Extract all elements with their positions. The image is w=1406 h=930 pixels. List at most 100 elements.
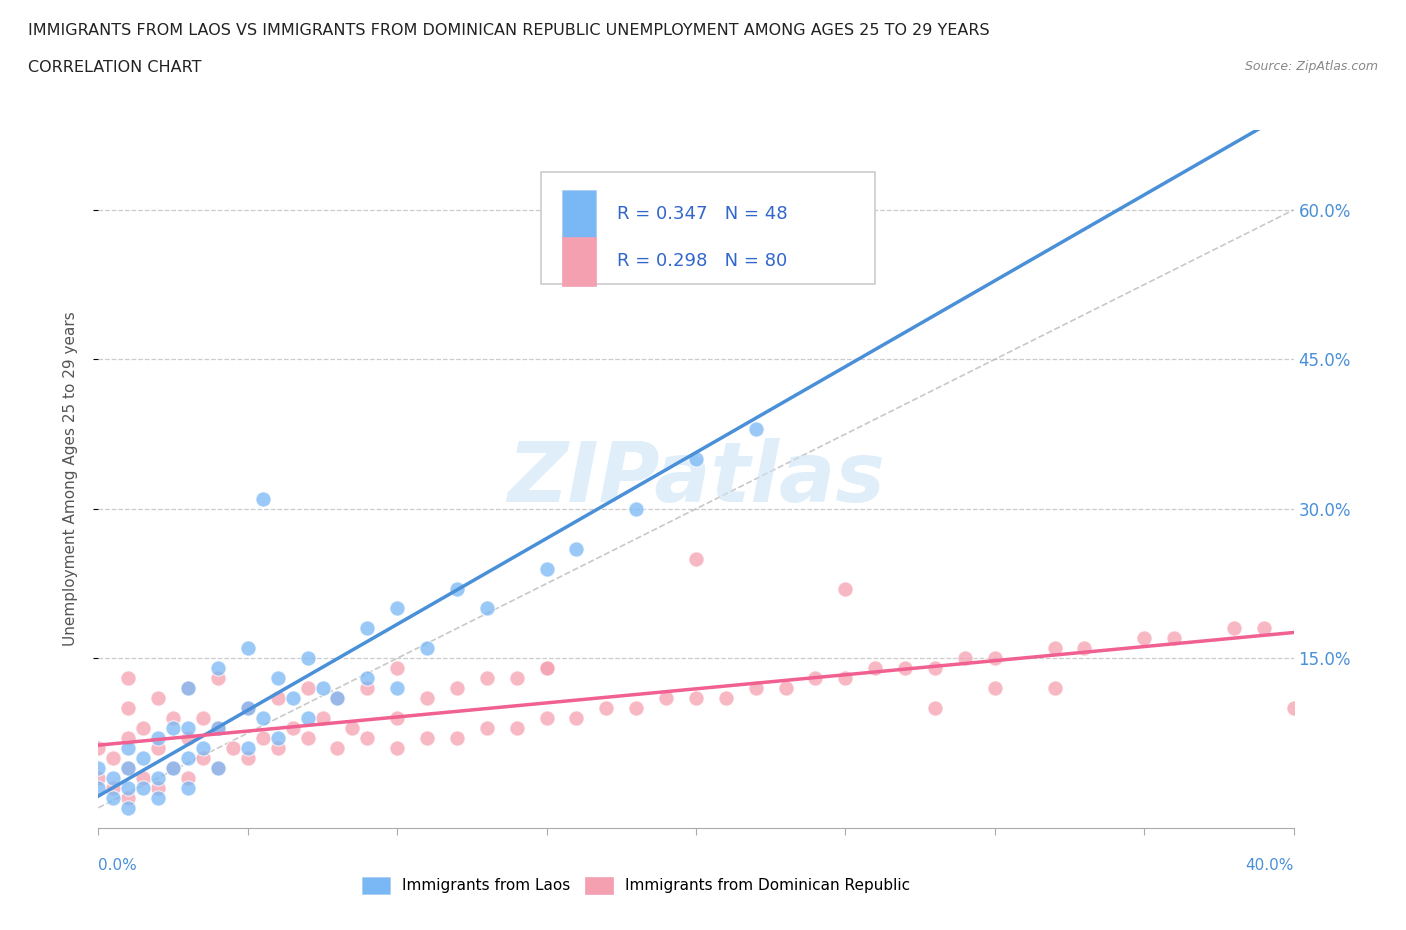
Text: R = 0.298   N = 80: R = 0.298 N = 80 xyxy=(617,252,787,271)
Point xyxy=(685,452,707,467)
Point xyxy=(236,700,259,715)
Point xyxy=(775,681,797,696)
Point xyxy=(87,761,110,776)
Point xyxy=(148,731,170,746)
Point xyxy=(162,721,184,736)
Point xyxy=(626,700,648,715)
Point xyxy=(924,661,946,676)
Point xyxy=(162,761,184,776)
Point xyxy=(326,740,349,755)
Point xyxy=(1223,621,1246,636)
Point xyxy=(103,751,125,765)
Bar xyxy=(562,190,596,239)
Point xyxy=(132,770,155,785)
Point xyxy=(1043,681,1066,696)
Point xyxy=(103,790,125,805)
Point xyxy=(865,661,887,676)
Point xyxy=(117,780,139,795)
Point xyxy=(148,691,170,706)
Point xyxy=(984,681,1007,696)
Point xyxy=(87,780,110,795)
FancyBboxPatch shape xyxy=(541,172,876,284)
Text: R = 0.347   N = 48: R = 0.347 N = 48 xyxy=(617,206,787,223)
Legend: Immigrants from Laos, Immigrants from Dominican Republic: Immigrants from Laos, Immigrants from Do… xyxy=(356,870,917,900)
Point xyxy=(416,731,439,746)
Point xyxy=(1133,631,1156,645)
Point xyxy=(148,740,170,755)
Bar xyxy=(562,237,596,286)
Point xyxy=(177,681,200,696)
Point xyxy=(385,740,409,755)
Point xyxy=(191,751,214,765)
Point xyxy=(117,731,139,746)
Point xyxy=(536,661,558,676)
Point xyxy=(117,801,139,816)
Point xyxy=(177,751,200,765)
Point xyxy=(207,761,229,776)
Point xyxy=(685,691,707,706)
Point xyxy=(207,661,229,676)
Point xyxy=(475,601,498,616)
Text: IMMIGRANTS FROM LAOS VS IMMIGRANTS FROM DOMINICAN REPUBLIC UNEMPLOYMENT AMONG AG: IMMIGRANTS FROM LAOS VS IMMIGRANTS FROM … xyxy=(28,23,990,38)
Point xyxy=(117,761,139,776)
Point xyxy=(297,651,319,666)
Point xyxy=(714,691,737,706)
Point xyxy=(1073,641,1095,656)
Point xyxy=(655,691,678,706)
Point xyxy=(191,740,214,755)
Point xyxy=(506,721,529,736)
Point xyxy=(207,671,229,685)
Point xyxy=(117,671,139,685)
Point xyxy=(236,641,259,656)
Point xyxy=(1043,641,1066,656)
Point xyxy=(536,711,558,725)
Point xyxy=(745,681,768,696)
Point xyxy=(132,721,155,736)
Point xyxy=(267,731,290,746)
Point xyxy=(626,501,648,516)
Point xyxy=(87,770,110,785)
Point xyxy=(132,751,155,765)
Point xyxy=(1282,700,1305,715)
Point xyxy=(745,421,768,436)
Point xyxy=(162,711,184,725)
Point xyxy=(177,721,200,736)
Point xyxy=(834,581,856,596)
Point xyxy=(953,651,976,666)
Point xyxy=(148,780,170,795)
Point xyxy=(177,770,200,785)
Point xyxy=(685,551,707,566)
Point xyxy=(565,711,588,725)
Point xyxy=(281,691,304,706)
Point xyxy=(177,780,200,795)
Text: CORRELATION CHART: CORRELATION CHART xyxy=(28,60,201,75)
Point xyxy=(207,761,229,776)
Point xyxy=(117,790,139,805)
Point xyxy=(1253,621,1275,636)
Point xyxy=(342,721,364,736)
Point xyxy=(804,671,827,685)
Point xyxy=(103,780,125,795)
Point xyxy=(416,641,439,656)
Point xyxy=(894,661,917,676)
Point xyxy=(252,491,274,506)
Point xyxy=(446,681,468,696)
Point xyxy=(446,581,468,596)
Point xyxy=(565,541,588,556)
Point xyxy=(236,740,259,755)
Point xyxy=(191,711,214,725)
Point xyxy=(536,661,558,676)
Point xyxy=(177,681,200,696)
Point xyxy=(252,731,274,746)
Point xyxy=(385,601,409,616)
Point xyxy=(252,711,274,725)
Point xyxy=(267,691,290,706)
Point xyxy=(356,681,378,696)
Point xyxy=(595,700,617,715)
Text: 40.0%: 40.0% xyxy=(1246,857,1294,872)
Point xyxy=(236,700,259,715)
Point xyxy=(311,711,333,725)
Point xyxy=(267,671,290,685)
Point xyxy=(297,681,319,696)
Point xyxy=(297,731,319,746)
